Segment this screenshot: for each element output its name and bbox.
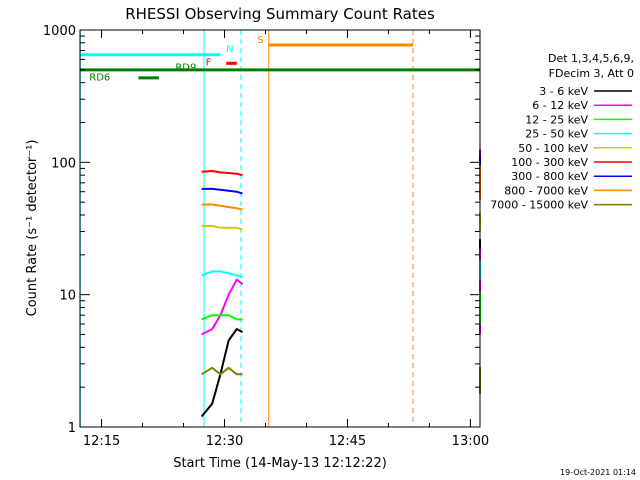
chart-title: RHESSI Observing Summary Count Rates xyxy=(125,5,435,23)
series-7-segment-0 xyxy=(201,203,243,211)
series-3-segment-0 xyxy=(201,270,243,279)
series-4-segment-0 xyxy=(201,225,243,231)
legend-label-7: 800 - 7000 keV xyxy=(504,184,588,197)
x-tick-label-1: 12:30 xyxy=(206,434,243,449)
x-tick-label-3: 13:00 xyxy=(452,434,489,449)
footer-timestamp: 19-Oct-2021 01:14 xyxy=(560,468,636,477)
x-axis-label: Start Time (14-May-13 12:12:22) xyxy=(173,456,387,471)
legend-label-2: 12 - 25 keV xyxy=(525,113,588,126)
series-2-segment-0 xyxy=(201,314,243,321)
flag-label-s: S xyxy=(257,35,263,46)
legend-label-8: 7000 - 15000 keV xyxy=(490,199,588,212)
x-axis-ticks: 12:15 12:30 12:45 13:00 xyxy=(83,30,489,449)
legend-label-5: 100 - 300 keV xyxy=(511,156,588,169)
legend-label-1: 6 - 12 keV xyxy=(532,99,588,112)
legend-label-6: 300 - 800 keV xyxy=(511,170,588,183)
plot-frame xyxy=(79,29,481,428)
flag-label-n: N xyxy=(226,44,233,55)
legend-header-line-2: FDecim 3, Att 0 xyxy=(549,67,634,80)
y-axis-ticks: 1 10 100 1000 xyxy=(43,24,480,436)
legend-label-3: 25 - 50 keV xyxy=(525,128,588,141)
series-8-segment-0 xyxy=(201,366,243,376)
flag-label-rd6: RD6 xyxy=(89,73,110,84)
legend-header-line-1: Det 1,3,4,5,6,9, xyxy=(548,52,634,65)
y-tick-label-3: 1000 xyxy=(43,24,76,39)
y-tick-label-0: 1 xyxy=(68,421,76,436)
series-6-segment-0 xyxy=(201,187,243,195)
flag-label-f: F xyxy=(206,57,212,68)
legend-label-0: 3 - 6 keV xyxy=(539,85,588,98)
legend: Det 1,3,4,5,6,9, FDecim 3, Att 0 3 - 6 k… xyxy=(490,52,634,212)
observing-flag-bars xyxy=(80,43,480,80)
y-axis-label: Count Rate (s⁻¹ detector⁻¹) xyxy=(25,140,40,317)
y-tick-label-2: 100 xyxy=(51,156,76,171)
x-tick-label-0: 12:15 xyxy=(83,434,120,449)
series-1-segment-0 xyxy=(201,278,244,336)
series-0-segment-0 xyxy=(200,328,243,418)
x-tick-label-2: 12:45 xyxy=(329,434,366,449)
series-5-segment-0 xyxy=(201,170,243,177)
flag-label-rd9: RD9 xyxy=(175,62,196,73)
y-tick-label-1: 10 xyxy=(59,289,76,304)
legend-label-4: 50 - 100 keV xyxy=(518,142,588,155)
observing-flag-labels: S N F RD9 RD6 xyxy=(89,35,263,84)
